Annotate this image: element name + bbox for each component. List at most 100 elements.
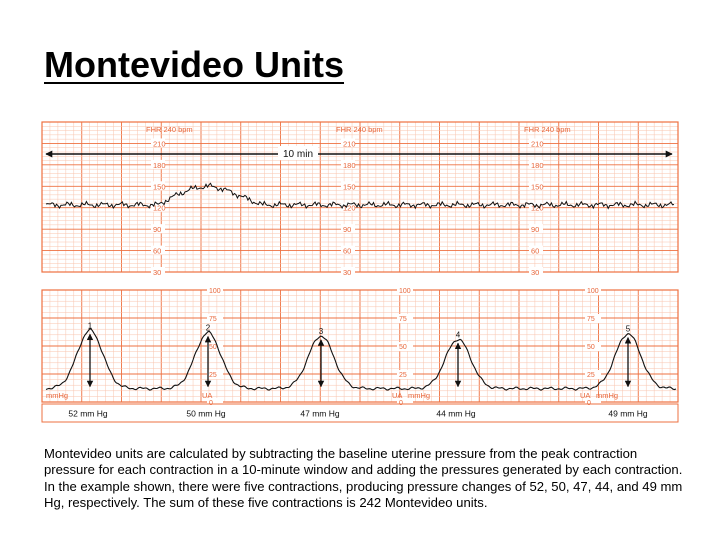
label-backing xyxy=(585,314,601,323)
ua-scale-value: 75 xyxy=(209,316,217,323)
fhr-scale-value: 90 xyxy=(153,225,161,234)
ten-minute-label: 10 min xyxy=(283,149,313,160)
label-backing xyxy=(207,286,223,295)
fhr-scale-value: 30 xyxy=(343,268,351,277)
label-backing xyxy=(207,314,223,323)
fhr-scale-value: 210 xyxy=(153,139,166,148)
label-backing xyxy=(341,159,355,169)
label-backing xyxy=(585,370,601,379)
fhr-scale-title: FHR 240 bpm xyxy=(524,125,571,134)
ua-scale-value: 100 xyxy=(587,288,599,295)
contraction-number: 5 xyxy=(626,325,631,334)
label-backing xyxy=(341,138,355,148)
fhr-trace xyxy=(45,182,675,210)
fhr-scale-value: 120 xyxy=(343,204,356,213)
label-backing xyxy=(341,202,355,212)
rise-label-strip xyxy=(41,403,679,423)
rise-label: 50 mm Hg xyxy=(186,409,225,419)
ua-channel-label: UA xyxy=(202,391,212,400)
ua-unit-label: mmHg xyxy=(596,391,618,400)
slide-title: Montevideo Units xyxy=(44,44,345,85)
label-backing xyxy=(397,398,413,407)
rise-label: 49 mm Hg xyxy=(608,409,647,419)
label-backing xyxy=(397,370,413,379)
ua-scale-value: 50 xyxy=(399,344,407,351)
ua-trace xyxy=(45,328,677,391)
rise-label: 52 mm Hg xyxy=(68,409,107,419)
fhr-grid xyxy=(41,121,679,273)
label-backing xyxy=(151,202,165,212)
ua-scale-value: 25 xyxy=(587,372,595,379)
label-backing xyxy=(529,181,543,191)
ua-scale-value: 100 xyxy=(399,288,411,295)
ua-scale-value: 25 xyxy=(399,372,407,379)
rise-label: 47 mm Hg xyxy=(300,409,339,419)
ua-grid-border xyxy=(41,289,679,403)
fhr-scale-title: FHR 240 bpm xyxy=(336,125,383,134)
label-backing xyxy=(397,314,413,323)
fhr-scale-value: 30 xyxy=(153,268,161,277)
label-backing xyxy=(529,224,543,234)
fhr-scale-value: 90 xyxy=(531,225,539,234)
label-backing xyxy=(151,181,165,191)
label-backing xyxy=(151,245,165,255)
ua-scale-value: 100 xyxy=(209,288,221,295)
ua-channel-label: UA xyxy=(580,391,590,400)
label-backing xyxy=(529,159,543,169)
label-backing xyxy=(397,342,413,351)
label-backing xyxy=(585,398,601,407)
ua-unit-label: mmHg xyxy=(408,391,430,400)
label-backing xyxy=(585,286,601,295)
label-backing xyxy=(151,159,165,169)
fhr-scale-value: 180 xyxy=(153,161,166,170)
label-backing xyxy=(207,398,223,407)
label-backing xyxy=(529,138,543,148)
ua-scale-value: 25 xyxy=(209,372,217,379)
fhr-scale-value: 210 xyxy=(343,139,356,148)
fhr-scale-value: 180 xyxy=(343,161,356,170)
label-backing xyxy=(529,267,543,276)
fhr-scale-value: 150 xyxy=(153,182,166,191)
label-backing xyxy=(151,224,165,234)
fhr-scale-value: 60 xyxy=(531,247,539,256)
fhr-scale-value: 90 xyxy=(343,225,351,234)
ua-scale-value: 75 xyxy=(587,316,595,323)
label-backing xyxy=(207,342,223,351)
contraction-number: 1 xyxy=(88,321,93,330)
label-backing xyxy=(341,224,355,234)
rise-label: 44 mm Hg xyxy=(436,409,475,419)
ua-grid xyxy=(41,289,679,403)
contraction-number: 4 xyxy=(456,330,461,339)
caption: Montevideo units are calculated by subtr… xyxy=(44,446,683,511)
fhr-scale-value: 60 xyxy=(153,247,161,256)
fhr-scale-value: 60 xyxy=(343,247,351,256)
label-backing xyxy=(341,267,355,276)
label-backing xyxy=(529,245,543,255)
contraction-number: 2 xyxy=(206,324,211,333)
label-backing xyxy=(585,342,601,351)
fhr-scale-value: 120 xyxy=(153,204,166,213)
label-backing xyxy=(529,202,543,212)
fhr-scale-value: 180 xyxy=(531,161,544,170)
fhr-scale-value: 150 xyxy=(531,182,544,191)
ua-unit-label: mmHg xyxy=(46,391,68,400)
label-backing xyxy=(207,370,223,379)
contraction-markers: 1 2 3 4 5 xyxy=(86,321,632,388)
ua-scale-value: 50 xyxy=(209,344,217,351)
fhr-scale-title: FHR 240 bpm xyxy=(146,125,193,134)
label-backing xyxy=(341,181,355,191)
label-backing xyxy=(151,138,165,148)
fhr-scale-value: 120 xyxy=(531,204,544,213)
fhr-scale-value: 210 xyxy=(531,139,544,148)
ua-scale-value: 50 xyxy=(587,344,595,351)
fhr-scale-value: 150 xyxy=(343,182,356,191)
ua-scale-value: 75 xyxy=(399,316,407,323)
fhr-scale-labels: FHR 240 bpm 210 180 150 120 90 60 30 FHR 240 bpm… xyxy=(146,125,571,277)
label-backing xyxy=(397,286,413,295)
ua-channel-label: UA xyxy=(392,391,402,400)
fhr-scale-value: 30 xyxy=(531,268,539,277)
rise-labels: 52 mm Hg 50 mm Hg 47 mm Hg 44 mm Hg 49 mm Hg xyxy=(41,403,679,423)
label-backing xyxy=(151,267,165,276)
